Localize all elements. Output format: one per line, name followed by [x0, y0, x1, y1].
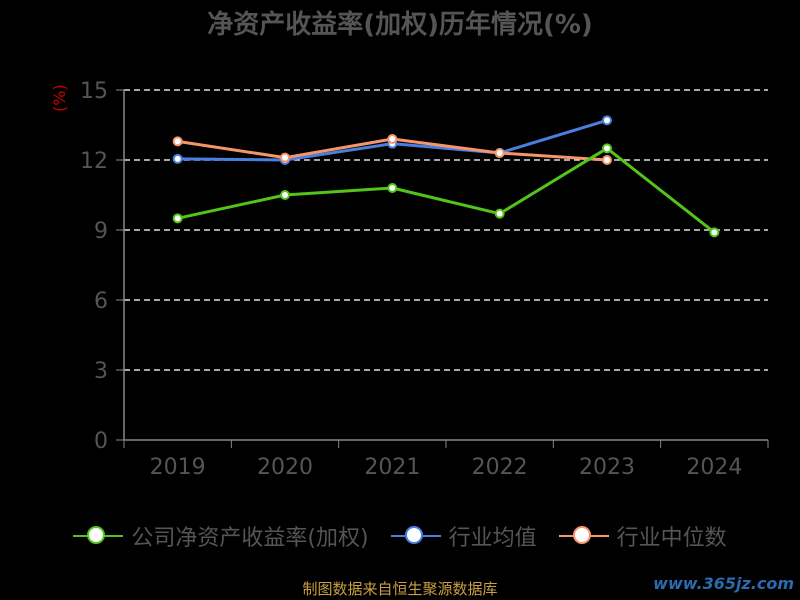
legend-label: 行业中位数 — [616, 526, 727, 551]
legend-item-company-roe[interactable]: 公司净资产收益率(加权) — [73, 520, 369, 552]
x-tick-label: 2024 — [686, 455, 742, 480]
data-point — [602, 115, 612, 126]
y-tick-label: 3 — [94, 359, 108, 384]
data-point — [602, 155, 612, 165]
x-tick-label: 2019 — [150, 455, 206, 480]
data-point — [494, 208, 505, 219]
y-tick-label: 9 — [94, 219, 108, 244]
series-line — [177, 146, 716, 234]
chart-title: 净资产收益率(加权)历年情况(%) — [207, 10, 593, 40]
legend-swatch — [558, 526, 609, 546]
legend-swatch — [73, 526, 124, 546]
x-tick-label: 2022 — [472, 455, 528, 480]
legend-item-industry-mean[interactable]: 行业均值 — [390, 520, 537, 552]
data-point — [280, 190, 290, 200]
legend: 公司净资产收益率(加权) 行业均值 行业中位数 — [0, 520, 800, 552]
watermark: www.365jz.com — [653, 574, 794, 593]
data-point — [172, 136, 183, 147]
x-tick-label: 2021 — [364, 455, 420, 480]
data-point — [602, 143, 612, 154]
data-point — [172, 213, 183, 224]
data-point — [280, 152, 290, 163]
data-point — [387, 183, 398, 193]
y-tick-label: 0 — [94, 429, 108, 454]
data-source-footer: 制图数据来自恒生聚源数据库 — [302, 580, 498, 598]
data-point — [494, 148, 505, 158]
legend-item-industry-median[interactable]: 行业中位数 — [558, 520, 727, 552]
y-tick-label: 12 — [80, 149, 108, 174]
legend-swatch — [390, 526, 441, 546]
x-tick-label: 2023 — [579, 455, 635, 480]
data-point — [172, 153, 183, 164]
legend-label: 公司净资产收益率(加权) — [131, 526, 369, 551]
y-tick-label: 15 — [80, 79, 108, 104]
y-tick-label: 6 — [94, 289, 108, 314]
data-point — [709, 227, 720, 238]
x-tick-label: 2020 — [257, 455, 313, 480]
legend-label: 行业均值 — [448, 526, 537, 551]
data-point — [387, 134, 398, 144]
